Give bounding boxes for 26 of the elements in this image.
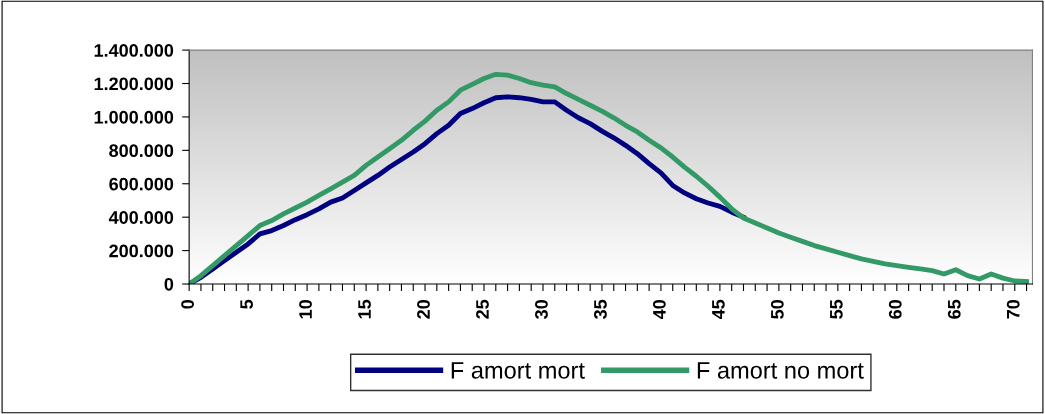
- line-series: [189, 71, 1029, 284]
- x-tick-label: 50: [770, 300, 784, 319]
- y-tick-label: 0: [164, 277, 174, 291]
- y-tick-label: 200.000: [109, 244, 174, 258]
- y-tick-label: 1.200.000: [94, 77, 174, 91]
- y-tick-label: 600.000: [109, 177, 174, 191]
- legend-label: F amort no mort: [697, 362, 864, 379]
- x-tick-label: 10: [299, 300, 312, 319]
- x-tick-label: 55: [830, 299, 843, 319]
- x-tick-label: 5: [240, 299, 253, 309]
- y-tick-label: 400.000: [108, 211, 174, 224]
- y-tick-label: 1.000.000: [94, 110, 174, 124]
- x-tick-label: 45: [712, 299, 725, 320]
- y-tick-label: 800.000: [109, 144, 174, 158]
- y-tick-label: 1.400.000: [94, 44, 174, 57]
- x-tick-label: 70: [1006, 300, 1020, 319]
- x-tick-label: 30: [535, 300, 548, 319]
- legend-label: F amort mort: [451, 362, 585, 379]
- x-tick-label: 20: [417, 300, 430, 319]
- x-tick-label: 25: [476, 299, 489, 319]
- x-tick-label: 35: [594, 299, 607, 319]
- x-tick-label: 15: [358, 299, 371, 319]
- x-tick-label: 40: [652, 300, 666, 320]
- x-tick-label: 65: [947, 299, 961, 319]
- x-tick-label: 60: [888, 300, 902, 319]
- x-tick-label: 0: [181, 300, 194, 309]
